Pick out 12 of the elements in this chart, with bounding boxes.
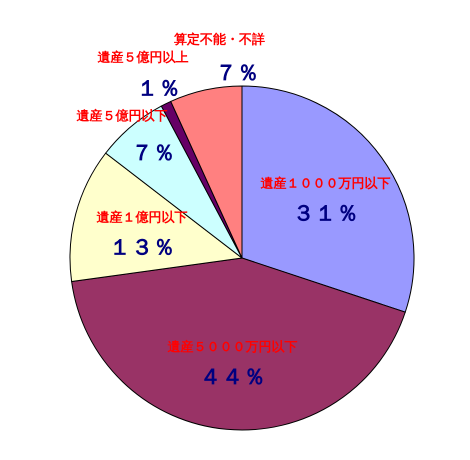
slice-label: 遺産５億円以下 (76, 108, 168, 124)
data-label: ４４％ (200, 364, 266, 390)
slice-label: 遺産５０００万円以下 (168, 338, 298, 355)
data-label: ７％ (214, 61, 259, 86)
data-label: ７％ (131, 140, 176, 166)
slice-label: 遺産１０００万円以下 (260, 176, 391, 192)
slice-label: 遺産５億円以上 (98, 49, 189, 66)
data-label: １％ (136, 76, 180, 102)
data-label: １３％ (109, 236, 176, 261)
slice-label: 遺産１億円以下 (96, 210, 188, 226)
slice-label: 算定不能・不詳 (173, 31, 266, 48)
data-label: ３１％ (292, 202, 359, 227)
